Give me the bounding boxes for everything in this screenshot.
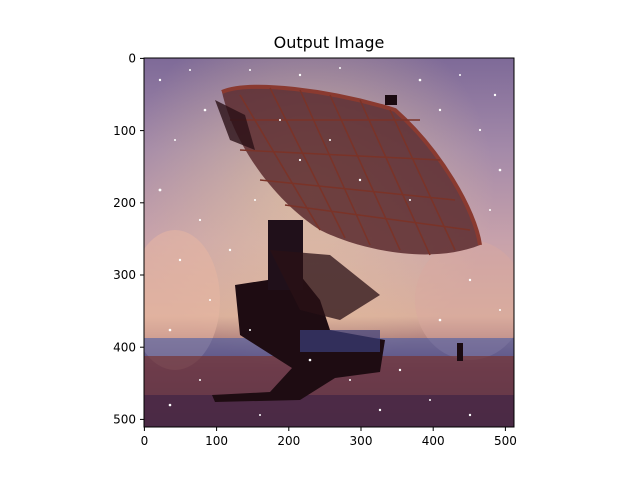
distant-figure xyxy=(457,343,463,361)
x-tick-label: 500 xyxy=(494,434,517,448)
feed-horn xyxy=(385,95,397,105)
y-tick-label: 0 xyxy=(128,52,136,66)
dish-underside xyxy=(270,250,380,320)
dish-truss xyxy=(230,87,471,256)
y-tick-label: 500 xyxy=(113,413,136,427)
x-tick-label: 300 xyxy=(350,434,373,448)
x-tick-label: 100 xyxy=(205,434,228,448)
axes-frame xyxy=(143,57,515,428)
y-tick-label: 400 xyxy=(113,340,136,354)
left-cloud xyxy=(144,230,220,370)
dish-edge-shadow xyxy=(215,100,255,150)
right-cloud xyxy=(415,240,514,360)
x-tick-label: 400 xyxy=(422,434,445,448)
telescope-mount xyxy=(212,275,385,402)
sparkles xyxy=(158,67,502,417)
y-tick-label: 200 xyxy=(113,196,136,210)
dish-rim xyxy=(221,84,482,246)
output-image xyxy=(144,58,514,427)
mount-highlight xyxy=(300,330,380,352)
dish-surface xyxy=(222,86,480,255)
x-tick-label: 0 xyxy=(141,434,149,448)
y-tick-label: 300 xyxy=(113,268,136,282)
y-tick-label: 100 xyxy=(113,124,136,138)
ground-shadow xyxy=(144,395,514,427)
x-axis: 0 100 200 300 400 500 xyxy=(141,427,517,448)
x-tick-label: 200 xyxy=(277,434,300,448)
y-axis: 0 100 200 300 400 500 xyxy=(113,52,144,427)
figure-title: Output Image xyxy=(273,33,385,52)
